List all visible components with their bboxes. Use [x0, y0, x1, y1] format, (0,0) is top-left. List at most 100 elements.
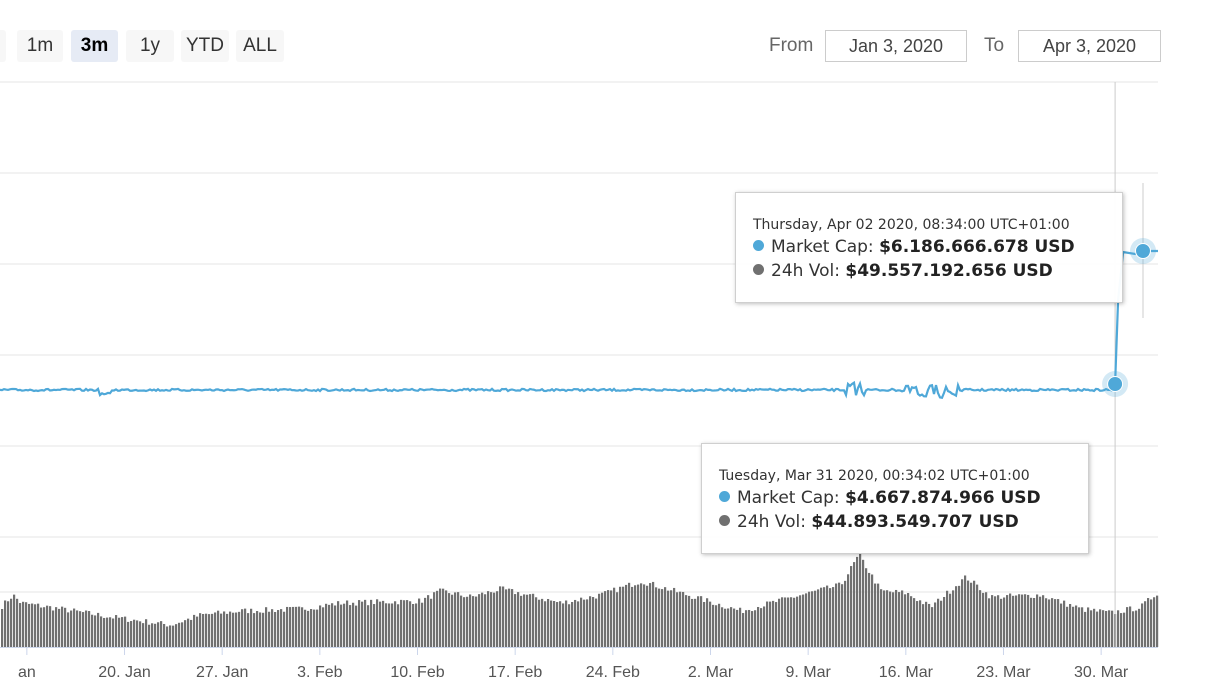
- from-date-input[interactable]: Jan 3, 2020: [825, 30, 967, 62]
- volume-bar: [874, 583, 877, 647]
- volume-bar: [1084, 611, 1087, 647]
- volume-bar: [253, 613, 256, 647]
- volume-bar: [448, 593, 451, 647]
- volume-bar: [280, 609, 283, 647]
- volume-bar: [40, 607, 43, 647]
- volume-bar: [7, 601, 10, 647]
- volume-bar: [784, 597, 787, 647]
- x-tick-label: 2. Mar: [688, 664, 734, 681]
- volume-bar: [778, 598, 781, 647]
- volume-bar: [223, 611, 226, 647]
- volume-bar: [154, 623, 157, 647]
- volume-bar: [820, 587, 823, 647]
- volume-bar: [655, 587, 658, 647]
- volume-bar: [634, 585, 637, 647]
- volume-bar: [922, 604, 925, 647]
- volume-bar: [1027, 594, 1030, 647]
- volume-bar: [1012, 595, 1015, 647]
- x-tick-label: 10. Feb: [390, 664, 444, 681]
- hover-markers: [1102, 238, 1156, 397]
- volume-bar: [403, 600, 406, 647]
- volume-bar: [523, 594, 526, 647]
- volume-bar: [799, 595, 802, 647]
- volume-bar: [421, 602, 424, 647]
- volume-bar: [1045, 598, 1048, 647]
- volume-bar: [475, 596, 478, 647]
- volume-bar: [82, 612, 85, 647]
- volume-bar: [1102, 610, 1105, 647]
- volume-bar: [202, 613, 205, 647]
- volume-bar: [1024, 594, 1027, 647]
- volume-bar: [907, 593, 910, 647]
- range-button-ytd[interactable]: YTD: [181, 30, 229, 62]
- volume-bar: [460, 595, 463, 647]
- volume-bar: [145, 619, 148, 647]
- volume-bar: [967, 580, 970, 647]
- volume-bar: [808, 591, 811, 647]
- volume-bar: [913, 598, 916, 647]
- range-button-all[interactable]: ALL: [236, 30, 284, 62]
- range-button-1m[interactable]: 1m: [17, 30, 63, 62]
- volume-bar: [118, 617, 121, 647]
- volume-bar: [499, 586, 502, 647]
- volume-bar: [760, 608, 763, 647]
- volume-bar: [1039, 596, 1042, 647]
- to-date-input[interactable]: Apr 3, 2020: [1018, 30, 1161, 62]
- volume-bar: [532, 593, 535, 647]
- x-tick-label: 27. Jan: [196, 664, 248, 681]
- volume-bar: [310, 609, 313, 647]
- range-button-hidden[interactable]: [0, 30, 6, 62]
- volume-bar: [886, 590, 889, 647]
- volume-bar: [1126, 607, 1129, 647]
- volume-bar: [217, 610, 220, 647]
- range-button-3m[interactable]: 3m: [71, 30, 118, 62]
- volume-bar: [205, 613, 208, 647]
- volume-bar: [589, 596, 592, 647]
- volume-bar: [343, 603, 346, 647]
- volume-bar: [673, 587, 676, 647]
- volume-bar: [709, 601, 712, 647]
- volume-bar: [952, 590, 955, 647]
- tooltip-value: $6.186.666.678 USD: [879, 237, 1075, 257]
- volume-bar: [973, 580, 976, 647]
- volume-bar: [1072, 606, 1075, 647]
- volume-bar: [937, 598, 940, 647]
- volume-bar: [511, 589, 514, 647]
- volume-bar: [745, 610, 748, 647]
- volume-bar: [1066, 606, 1069, 647]
- volume-bar: [832, 587, 835, 647]
- volume-bar: [559, 601, 562, 647]
- volume-bar: [643, 584, 646, 647]
- volume-bar: [865, 568, 868, 647]
- volume-bar: [190, 619, 193, 647]
- volume-bar: [592, 597, 595, 647]
- volume-bar: [652, 581, 655, 647]
- x-tick-label: 16. Mar: [879, 664, 934, 681]
- volume-bar: [880, 589, 883, 647]
- volume-bar: [961, 579, 964, 647]
- volume-bar: [67, 612, 70, 647]
- volume-bar: [703, 601, 706, 647]
- volume-bar: [1054, 599, 1057, 647]
- volume-bar: [682, 591, 685, 647]
- volume-bar: [541, 598, 544, 647]
- tooltip-value: $49.557.192.656 USD: [845, 261, 1053, 281]
- volume-bar: [292, 606, 295, 647]
- volume-bar: [514, 594, 517, 647]
- volume-bar: [901, 590, 904, 647]
- volume-bar: [25, 602, 28, 647]
- tooltip-label: Market Cap:: [737, 488, 840, 508]
- volume-bar: [361, 601, 364, 647]
- volume-bar: [826, 585, 829, 647]
- range-button-1y[interactable]: 1y: [126, 30, 174, 62]
- volume-bar: [4, 600, 7, 647]
- volume-bar: [1141, 603, 1144, 647]
- volume-bar: [346, 600, 349, 647]
- volume-bar: [454, 592, 457, 647]
- volume-bar: [181, 622, 184, 647]
- volume-bar: [727, 608, 730, 647]
- volume-bar: [553, 600, 556, 647]
- volume-bar: [910, 596, 913, 647]
- volume-bar: [193, 614, 196, 647]
